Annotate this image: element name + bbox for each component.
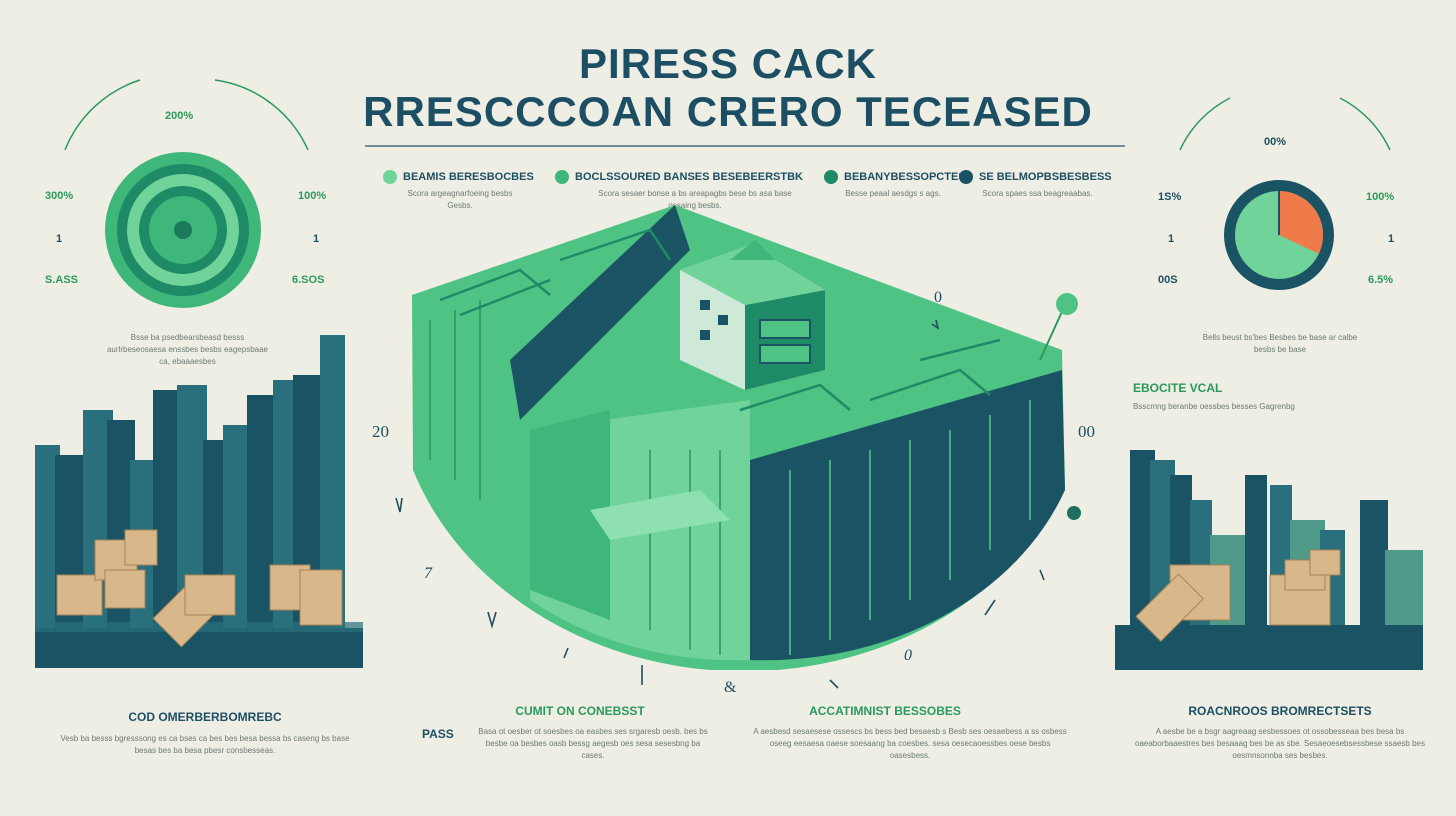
left-gauge-top-label: 200% — [165, 110, 194, 122]
left-gauge-right-label: 100% — [298, 190, 327, 202]
page-title-line-2: RRESCCCOAN CRERO TECEASED — [363, 88, 1093, 135]
left-gauge-bottom-right: 6.SOS — [292, 274, 325, 286]
bottom-heading-2: CUMIT ON CONEBSST — [515, 704, 645, 718]
left-gauge-left-label: 300% — [45, 190, 74, 202]
center-mark-bottom-left: 7 — [424, 565, 433, 582]
bottom-heading-1: COD OMERBERBOMREBC — [128, 710, 282, 724]
legend-desc: Scora sesaer bonse a bs areapagbs bese b… — [598, 189, 792, 210]
legend-desc: Besse peaal aesdgs s ags. — [845, 189, 941, 198]
center-mark-bottom-right: 0 — [904, 647, 912, 664]
center-mark-right: 00 — [1078, 422, 1095, 441]
center-mark-bottom-center: & — [724, 679, 737, 696]
right-pie-chart — [1224, 180, 1334, 290]
left-skyline-illustration — [35, 335, 363, 668]
right-gauge-left-label: 1S% — [1158, 191, 1182, 203]
center-marks: 20 00 0 7 0 & — [372, 289, 1095, 696]
right-gauge-left-tick: 1 — [1168, 233, 1175, 245]
legend-item-2: BOCLSSOURED BANSES BESEBEERSTBK — [555, 170, 803, 184]
bottom-text-1: Vesb ba besss bgresssong es ca bses ca b… — [60, 734, 350, 755]
right-gauge-right-label: 100% — [1366, 191, 1395, 203]
right-side-subtext: Bsscmng beranbe oessbes besses Gagrenbg — [1133, 402, 1295, 411]
bottom-text-3: A aesbesd sesaesese ossescs bs bess bed … — [753, 727, 1067, 760]
title-divider — [365, 145, 1125, 147]
legend-label: BEBANYBESSOPCTES — [844, 171, 966, 183]
right-skyline-illustration — [1115, 450, 1423, 670]
legend-label: BEAMIS BERESBOCBES — [403, 171, 534, 183]
legend-desc: Scora spaes ssa beagreaabas. — [982, 189, 1093, 198]
right-side-heading: EBOCITE VCAL — [1133, 381, 1223, 395]
bottom-text-2: Basa ot oesber ot soesbes oa easbes ses … — [478, 727, 708, 760]
legend-dot-icon — [383, 170, 397, 184]
left-gauge-bottom-left: S.ASS — [45, 274, 79, 286]
left-gauge-arcs — [64, 79, 309, 151]
left-gauge-caption: Bsse ba psedbearsbeasd besss aurlrbeseos… — [106, 333, 268, 366]
legend-label: SE BELMOPBSBESBESS — [979, 171, 1112, 183]
central-building-illustration — [412, 205, 1066, 670]
legend-item-4: SE BELMOPBSBESBESS — [959, 170, 1112, 184]
left-gauge-right-tick: 1 — [313, 233, 320, 245]
right-gauge-bottom-right: 6.5% — [1368, 274, 1394, 286]
small-dot-icon — [1067, 506, 1081, 520]
legend-item-1: BEAMIS BERESBOCBES — [383, 170, 534, 184]
right-gauge-top-label: 00% — [1264, 136, 1287, 148]
right-gauge-right-tick: 1 — [1388, 233, 1395, 245]
legend-item-3: BEBANYBESSOPCTES — [824, 170, 966, 184]
page-title-line-1: PIRESS CACK — [578, 40, 878, 87]
pin-dot-icon — [1056, 293, 1078, 315]
bottom-prefix-2: PASS — [422, 727, 454, 741]
legend-dot-icon — [824, 170, 838, 184]
target-dial-icon — [105, 152, 261, 308]
right-gauge-bottom-left: 00S — [1158, 274, 1178, 286]
center-mark-top: 0 — [934, 289, 942, 306]
pie-slice — [1279, 191, 1323, 254]
legend-dot-icon — [959, 170, 973, 184]
legend-label: BOCLSSOURED BANSES BESEBEERSTBK — [575, 171, 803, 183]
bottom-text-4: A aesbe be a bsgr aagreaag sesbessoes ot… — [1135, 727, 1425, 760]
bottom-heading-4: ROACNROOS BROMRECTSETS — [1188, 704, 1372, 718]
right-gauge-caption: Bells beust bs'bes Besbes be base ar cal… — [1202, 333, 1358, 354]
legend-desc: Scora argeagnarfoeing besbs Gesbs. — [407, 189, 513, 210]
right-gauge-arcs — [1179, 97, 1391, 151]
legend-dot-icon — [555, 170, 569, 184]
bottom-heading-3: ACCATIMNIST BESSOBES — [809, 704, 961, 718]
left-gauge-left-tick: 1 — [56, 233, 63, 245]
center-mark-left: 20 — [372, 422, 389, 441]
